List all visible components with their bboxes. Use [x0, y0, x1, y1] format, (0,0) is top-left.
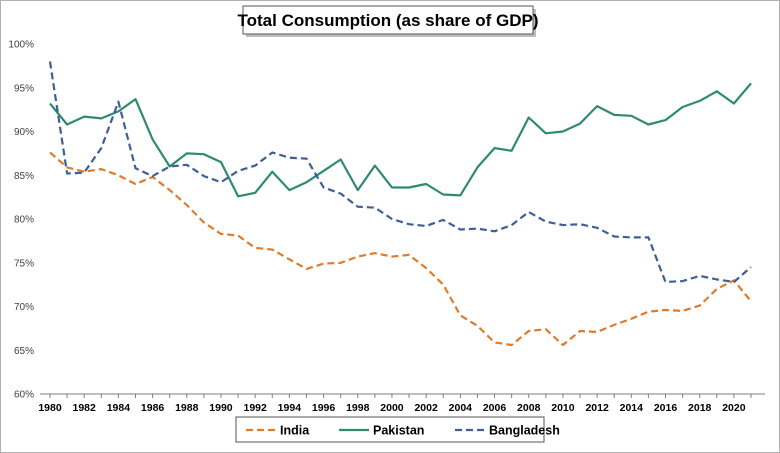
y-tick-label: 80% [14, 215, 34, 226]
x-tick-label: 1990 [209, 402, 233, 414]
y-tick-label: 95% [14, 83, 34, 94]
x-tick-label: 2012 [585, 402, 609, 414]
legend-box [235, 416, 545, 443]
legend: India Pakistan Bangladesh [246, 424, 560, 438]
x-tick-label: 2000 [380, 402, 404, 414]
x-tick-label: 2014 [620, 402, 644, 414]
y-tick-label: 60% [14, 390, 34, 401]
series-line-bangladesh [48, 61, 752, 284]
x-tick-label: 2020 [722, 402, 746, 414]
y-tick-label: 90% [14, 127, 34, 138]
x-tick-label: 1998 [346, 402, 370, 414]
series-line-pakistan [49, 82, 752, 198]
legend-label-india: India [280, 424, 310, 438]
y-axis-tick-labels: 100% 95% 90% 85% 80% 75% 70% 65% 60% [8, 40, 34, 401]
x-axis-tick-labels: 1980 1982 1984 1986 1988 1990 1992 1994 1996 1998… [38, 402, 745, 414]
series-lines [48, 61, 752, 347]
x-tick-label: 2008 [517, 402, 541, 414]
x-tick-label: 2018 [688, 402, 712, 414]
x-tick-label: 1982 [73, 402, 97, 414]
legend-label-pakistan: Pakistan [373, 424, 424, 438]
x-tick-label: 2006 [483, 402, 507, 414]
x-tick-label: 1996 [312, 402, 336, 414]
x-axis [40, 393, 765, 398]
y-tick-label: 65% [14, 346, 34, 357]
title-box [242, 5, 534, 35]
x-tick-label: 2004 [449, 402, 473, 414]
y-tick-label: 100% [8, 40, 34, 51]
series-line-india [49, 151, 752, 347]
y-tick-label: 75% [14, 258, 34, 269]
legend-label-bangladesh: Bangladesh [489, 424, 560, 438]
y-tick-label: 70% [14, 302, 34, 313]
x-tick-label: 1992 [243, 402, 267, 414]
x-tick-label: 2002 [414, 402, 438, 414]
y-tick-label: 85% [14, 171, 34, 182]
x-tick-label: 1994 [278, 402, 302, 414]
chart-title: Total Consumption (as share of GDP) [238, 11, 539, 30]
x-tick-label: 1984 [107, 402, 131, 414]
x-tick-label: 2010 [551, 402, 575, 414]
x-tick-label: 1988 [175, 402, 199, 414]
x-tick-label: 1986 [141, 402, 165, 414]
x-tick-label: 1980 [38, 402, 62, 414]
x-tick-label: 2016 [654, 402, 678, 414]
